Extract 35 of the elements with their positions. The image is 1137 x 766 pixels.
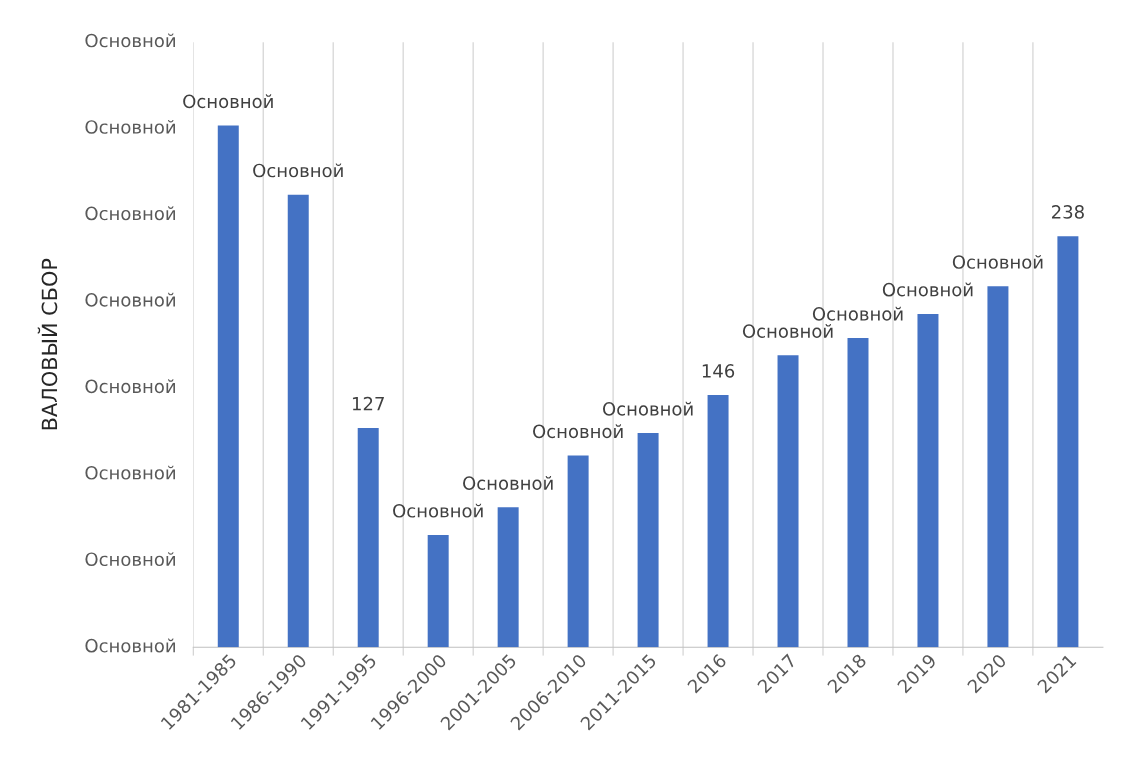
data-label: Основной [882,282,973,297]
text: Основной [85,379,175,394]
data-label: 238 [1052,205,1084,219]
bar [357,427,379,648]
bar [987,286,1009,648]
text: Основной [85,33,175,48]
text: Основной [85,206,175,221]
y-axis-title: ВАЛОВЫЙ СБОР [37,258,58,430]
data-label: Основной [602,401,693,416]
data-label: Основной [183,94,273,109]
bar [427,534,449,648]
bar [287,194,309,648]
bar [497,507,519,648]
text: Основной [85,119,175,134]
data-label: Основной [463,476,553,490]
data-label: 127 [352,396,384,411]
bar [217,125,239,648]
text: Основной [85,292,175,307]
text: Основной [85,638,175,653]
bar [637,433,659,648]
bar [917,313,939,648]
data-label: 146 [702,364,735,378]
data-label: Основной [742,324,833,338]
data-label: Основной [393,503,483,518]
bar [707,395,729,648]
data-label: Основной [533,424,623,439]
bar [567,455,589,648]
data-label: Основной [812,306,903,321]
bar [1057,236,1079,648]
text: Основной [85,552,175,567]
bar [777,355,799,648]
bar [847,338,869,648]
data-label: Основной [952,254,1043,269]
data-label: Основной [253,163,343,178]
text: Основной [85,465,175,480]
